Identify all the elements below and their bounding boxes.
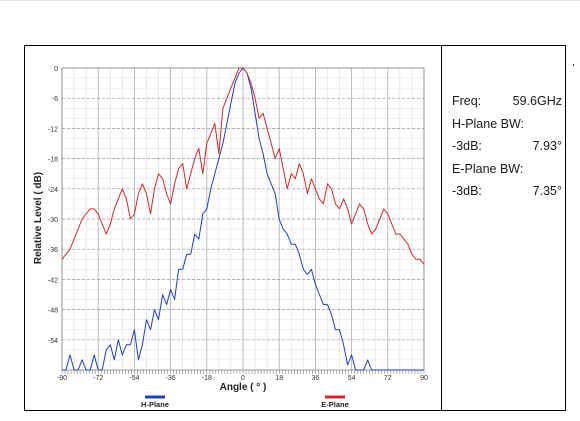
freq-value: 59.6GHz: [512, 94, 562, 108]
info-panel: Freq: 59.6GHz H-Plane BW: -3dB: 7.93° E-…: [452, 90, 562, 203]
x-tick-label: 36: [312, 375, 320, 382]
h-plane-3db-value: 7.93°: [532, 139, 562, 153]
y-tick-label: -18: [48, 157, 58, 164]
y-tick-labels: 0 -6 -12 -18 -24 -30 -36 -42 -48 -54: [48, 66, 58, 345]
y-tick-label: -24: [48, 187, 58, 194]
x-tick-label: 0: [241, 375, 245, 382]
y-tick-label: -42: [48, 277, 58, 284]
x-tick-label: -72: [93, 375, 103, 382]
x-tick-label: 18: [275, 375, 283, 382]
series-line-e-plane: [61, 67, 425, 265]
h-plane-3db-label: -3dB:: [452, 139, 482, 153]
top-edge-line: [0, 0, 580, 1]
x-tick-label: 90: [420, 375, 428, 382]
legend-label-e-plane: E-Plane: [321, 400, 349, 409]
h-plane-bw-label: H-Plane BW:: [452, 116, 525, 131]
y-tick-label: -12: [48, 126, 58, 133]
x-tick-labels: -90 -72 -54 -36 -18 0 18 36 54 72 90: [57, 375, 428, 382]
x-tick-label: 54: [348, 375, 356, 382]
e-plane-bw-row: E-Plane BW:: [452, 158, 562, 181]
x-tick-label: -18: [202, 375, 212, 382]
y-tick-label: -6: [52, 96, 58, 103]
y-tick-label: -48: [48, 308, 58, 315]
freq-label: Freq:: [452, 94, 482, 108]
series-lines: [61, 67, 425, 371]
e-plane-3db-row: -3dB: 7.35°: [452, 180, 562, 203]
y-axis-label: Relative Level ( dB): [33, 172, 44, 264]
x-tick-label: -90: [57, 375, 67, 382]
x-tick-label: 72: [384, 375, 392, 382]
e-plane-bw-label: E-Plane BW:: [452, 161, 524, 176]
legend: H-Plane E-Plane: [141, 395, 349, 409]
y-tick-label: 0: [54, 66, 58, 73]
h-plane-bw-row: H-Plane BW:: [452, 113, 562, 136]
x-tick-label: -36: [166, 375, 176, 382]
grid-lines: [61, 67, 425, 371]
x-tick-label: -54: [129, 375, 139, 382]
panel-divider: [441, 45, 442, 411]
e-plane-3db-label: -3dB:: [452, 184, 482, 198]
freq-row: Freq: 59.6GHz: [452, 90, 562, 113]
h-plane-3db-row: -3dB: 7.93°: [452, 135, 562, 158]
y-tick-label: -30: [48, 217, 58, 224]
x-axis-label: Angle ( ° ): [220, 382, 267, 393]
y-tick-label: -36: [48, 247, 58, 254]
y-tick-label: -54: [48, 338, 58, 345]
legend-label-h-plane: H-Plane: [141, 400, 169, 409]
stray-mark: [573, 64, 574, 66]
e-plane-3db-value: 7.35°: [532, 184, 562, 198]
